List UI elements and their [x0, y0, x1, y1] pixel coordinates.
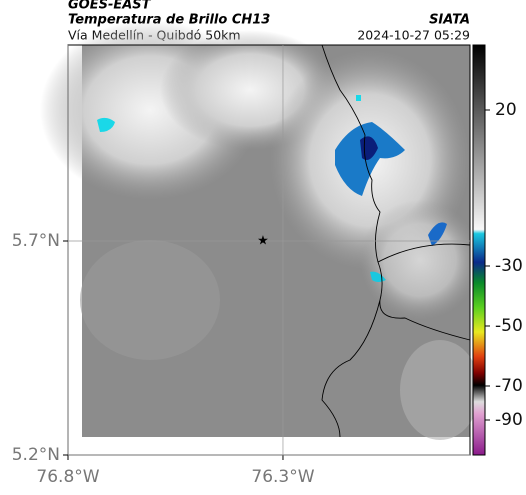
location-marker: ★: [257, 234, 269, 249]
colorbar: [472, 44, 486, 456]
satellite-image: [40, 20, 480, 440]
y-tick-label: 5.2°N: [12, 445, 60, 465]
colorbar-tick-label: -90: [495, 410, 523, 430]
axes: 76.8°W 76.3°W 5.2°N 5.7°N 20 -30 -50 -70 -90: [12, 45, 523, 487]
x-tick-label: 76.8°W: [36, 467, 99, 487]
colorbar-tick-label: -30: [495, 256, 523, 276]
y-tick-label: 5.7°N: [12, 231, 60, 251]
source: SIATA: [429, 13, 470, 28]
colorbar-tick-label: 20: [495, 100, 517, 120]
colorbar-tick-label: -70: [495, 376, 523, 396]
satellite: GOES-EAST: [68, 0, 152, 13]
x-tick-label: 76.3°W: [251, 467, 314, 487]
colorbar-tick-label: -50: [495, 316, 523, 336]
datetime: 2024-10-27 05:29: [357, 28, 470, 43]
